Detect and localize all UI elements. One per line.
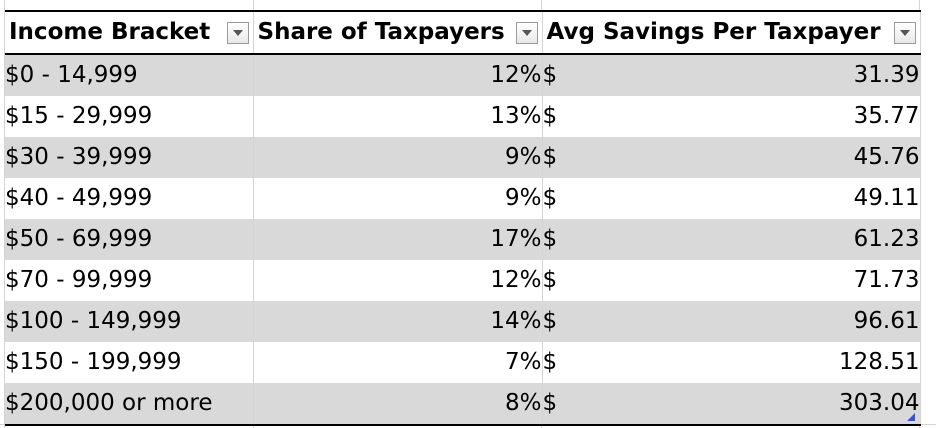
header-label: Avg Savings Per Taxpayer [546, 19, 881, 45]
table-row: $15 - 29,999 13% $35.77 [5, 96, 921, 137]
savings-value: 61.23 [853, 226, 920, 252]
savings-value: 71.73 [853, 267, 920, 293]
table-resize-handle-icon[interactable] [907, 413, 915, 421]
filter-dropdown-icon[interactable] [226, 21, 249, 44]
header-label: Share of Taxpayers [257, 19, 505, 45]
currency-symbol: $ [542, 144, 558, 170]
cell-income-bracket[interactable]: $15 - 29,999 [5, 96, 254, 137]
table-row: $100 - 149,999 14% $96.61 [5, 301, 921, 342]
cell-share[interactable]: 12% [253, 54, 543, 96]
cell-income-bracket[interactable]: $0 - 14,999 [5, 54, 254, 96]
savings-value: 96.61 [853, 308, 920, 334]
savings-value: 303.04 [839, 390, 920, 416]
cell-share[interactable]: 7% [253, 342, 543, 383]
header-share-of-taxpayers[interactable]: Share of Taxpayers [253, 10, 543, 55]
cell-share[interactable]: 9% [253, 137, 543, 178]
cell-avg-savings[interactable]: $49.11 [542, 178, 921, 219]
table-row: $0 - 14,999 12% $31.39 [5, 54, 921, 96]
currency-symbol: $ [542, 349, 558, 375]
filter-dropdown-icon[interactable] [893, 21, 916, 44]
cell-avg-savings[interactable]: $303.04 [542, 383, 921, 426]
cell-income-bracket[interactable]: $100 - 149,999 [5, 301, 254, 342]
cell-income-bracket[interactable]: $50 - 69,999 [5, 219, 254, 260]
cell-income-bracket[interactable]: $200,000 or more [5, 383, 254, 426]
table-row: $150 - 199,999 7% $128.51 [5, 342, 921, 383]
currency-symbol: $ [542, 103, 558, 129]
table-row: $30 - 39,999 9% $45.76 [5, 137, 921, 178]
header-label: Income Bracket [9, 19, 211, 45]
savings-value: 31.39 [853, 62, 920, 88]
currency-symbol: $ [542, 185, 558, 211]
cell-income-bracket[interactable]: $30 - 39,999 [5, 137, 254, 178]
cell-avg-savings[interactable]: $61.23 [542, 219, 921, 260]
cell-share[interactable]: 17% [253, 219, 543, 260]
header-row: Income Bracket Share of Taxpayers Avg Sa… [5, 10, 921, 55]
table-row: $70 - 99,999 12% $71.73 [5, 260, 921, 301]
cell-share[interactable]: 12% [253, 260, 543, 301]
header-income-bracket[interactable]: Income Bracket [5, 10, 254, 55]
currency-symbol: $ [542, 308, 558, 334]
savings-value: 49.11 [853, 185, 920, 211]
savings-value: 128.51 [839, 349, 920, 375]
cell-avg-savings[interactable]: $45.76 [542, 137, 921, 178]
gridline [4, 0, 5, 428]
table-row: $200,000 or more 8% $303.04 [5, 383, 921, 426]
currency-symbol: $ [542, 390, 558, 416]
savings-value: 35.77 [853, 103, 920, 129]
filter-dropdown-icon[interactable] [515, 21, 538, 44]
cell-income-bracket[interactable]: $40 - 49,999 [5, 178, 254, 219]
currency-symbol: $ [542, 62, 558, 88]
cell-share[interactable]: 9% [253, 178, 543, 219]
cell-income-bracket[interactable]: $150 - 199,999 [5, 342, 254, 383]
cell-avg-savings[interactable]: $71.73 [542, 260, 921, 301]
cell-share[interactable]: 8% [253, 383, 543, 426]
cell-avg-savings[interactable]: $31.39 [542, 54, 921, 96]
cell-avg-savings[interactable]: $128.51 [542, 342, 921, 383]
table-row: $50 - 69,999 17% $61.23 [5, 219, 921, 260]
cell-share[interactable]: 14% [253, 301, 543, 342]
cell-share[interactable]: 13% [253, 96, 543, 137]
header-avg-savings[interactable]: Avg Savings Per Taxpayer [542, 10, 921, 55]
savings-value: 45.76 [853, 144, 920, 170]
income-bracket-table: Income Bracket Share of Taxpayers Avg Sa… [5, 10, 921, 426]
table-row: $40 - 49,999 9% $49.11 [5, 178, 921, 219]
cell-avg-savings[interactable]: $96.61 [542, 301, 921, 342]
cell-income-bracket[interactable]: $70 - 99,999 [5, 260, 254, 301]
currency-symbol: $ [542, 267, 558, 293]
currency-symbol: $ [542, 226, 558, 252]
cell-avg-savings[interactable]: $35.77 [542, 96, 921, 137]
